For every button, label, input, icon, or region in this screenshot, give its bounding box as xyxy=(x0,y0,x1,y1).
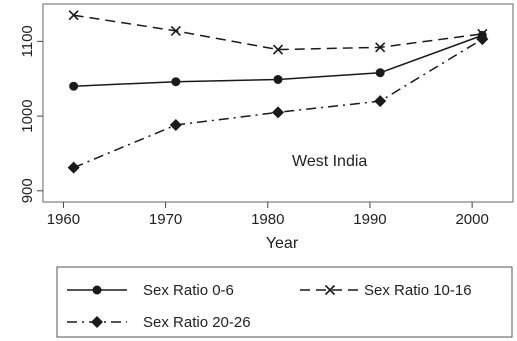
series-3-point-1961 xyxy=(67,161,80,174)
legend-label-3: Sex Ratio 20-26 xyxy=(143,314,251,331)
series-2 xyxy=(68,10,488,55)
x-tick-label-1960: 1960 xyxy=(47,211,80,228)
series-2-point-1971 xyxy=(170,25,181,36)
series-2-point-1981 xyxy=(272,44,284,55)
x-axis-label: Year xyxy=(266,235,299,252)
series-1-point-1961 xyxy=(69,81,79,91)
x-tick-label-1990: 1990 xyxy=(353,211,386,228)
y-tick-label-900: 900 xyxy=(19,178,36,203)
chart-annotation: West India xyxy=(292,153,367,170)
series-2-point-1961 xyxy=(68,10,79,21)
legend-box xyxy=(56,266,513,338)
series-1-point-1981 xyxy=(273,74,283,84)
y-tick-label-1000: 1000 xyxy=(19,99,36,132)
legend-swatch-marker-1 xyxy=(92,285,102,295)
legend-item-2: Sex Ratio 10-16 xyxy=(300,282,472,299)
x-tick-label-1970: 1970 xyxy=(149,211,182,228)
series-2-line xyxy=(73,14,483,51)
series-3-point-2001 xyxy=(476,33,489,46)
plot-frame xyxy=(42,3,514,203)
legend-label-2: Sex Ratio 10-16 xyxy=(364,282,472,299)
y-tick-label-1100: 1100 xyxy=(19,25,36,57)
legend-item-1: Sex Ratio 0-6 xyxy=(67,282,234,299)
legend-swatch-marker-2 xyxy=(324,284,336,296)
series-3-point-1981 xyxy=(272,106,284,119)
series-1-point-1991 xyxy=(375,68,385,78)
series-layer xyxy=(67,10,489,174)
x-axis: 1960 1970 1980 1990 2000 xyxy=(47,202,489,228)
y-axis: 900 1000 1100 xyxy=(19,25,43,203)
legend-swatch-marker-3 xyxy=(91,316,103,328)
legend: Sex Ratio 0-6 Sex Ratio 10-16 Sex Ratio 20… xyxy=(56,266,513,338)
series-3-point-1991 xyxy=(374,95,387,108)
legend-label-1: Sex Ratio 0-6 xyxy=(143,282,234,299)
series-1-point-1971 xyxy=(171,77,181,87)
series-1 xyxy=(69,30,487,91)
legend-item-3: Sex Ratio 20-26 xyxy=(67,314,251,331)
series-3-point-1971 xyxy=(169,119,182,132)
series-3 xyxy=(67,33,489,174)
x-tick-label-2000: 2000 xyxy=(455,211,488,228)
x-tick-label-1980: 1980 xyxy=(251,211,284,228)
series-2-point-1991 xyxy=(375,42,386,53)
